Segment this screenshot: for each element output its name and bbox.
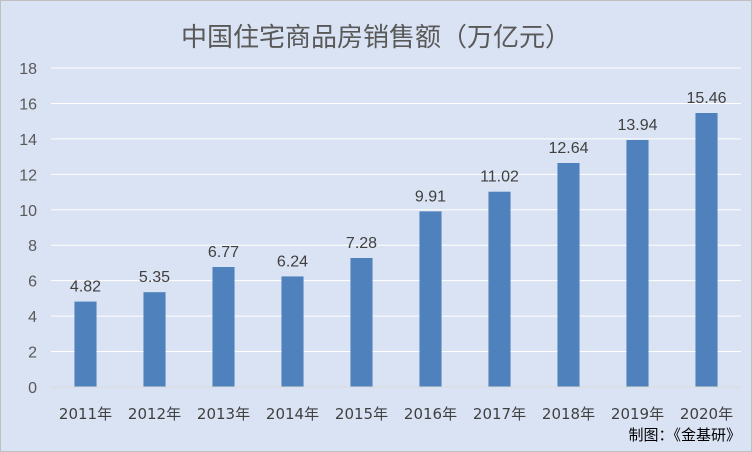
bar: [488, 191, 511, 387]
x-tick-label: 2012年: [128, 405, 181, 423]
bar: [695, 113, 718, 388]
y-tick-label: 14: [19, 132, 37, 149]
y-tick-label: 18: [19, 61, 37, 78]
chart-title: 中国住宅商品房销售额（万亿元）: [180, 23, 571, 53]
x-tick-label: 2016年: [404, 405, 457, 423]
data-label: 5.35: [139, 269, 170, 286]
y-tick-label: 8: [28, 238, 37, 255]
y-tick-label: 4: [28, 309, 37, 326]
y-axis-ticks: 0 2 4 6 8 10 12 14 16 18: [19, 61, 37, 397]
data-label: 15.46: [686, 90, 726, 107]
bar: [557, 162, 580, 387]
bar: [626, 139, 649, 387]
y-tick-label: 12: [19, 167, 37, 184]
x-tick-label: 2015年: [335, 405, 388, 423]
y-tick-label: 16: [19, 96, 37, 113]
x-tick-label: 2019年: [611, 405, 664, 423]
bar: [419, 211, 442, 387]
data-labels: 4.82 5.35 6.77 6.24 7.28 9.91 11.02 12.64 13.94 1…: [70, 90, 727, 296]
data-label: 6.24: [277, 253, 308, 270]
data-label: 9.91: [415, 188, 446, 205]
gridlines: [51, 67, 741, 353]
bar: [281, 276, 304, 387]
y-tick-label: 10: [19, 203, 37, 220]
data-label: 13.94: [617, 117, 657, 134]
data-label: 12.64: [548, 140, 588, 157]
x-tick-label: 2011年: [59, 405, 112, 423]
x-tick-label: 2020年: [680, 405, 733, 423]
data-label: 7.28: [346, 235, 377, 252]
y-tick-label: 2: [28, 345, 37, 362]
bar: [74, 301, 97, 387]
x-tick-label: 2013年: [197, 405, 250, 423]
x-axis-ticks: 2011年 2012年 2013年 2014年 2015年 2016年 2017年 2018年…: [59, 405, 733, 423]
x-tick-label: 2018年: [542, 405, 595, 423]
bars: [74, 113, 718, 388]
bar: [212, 267, 235, 387]
bar: [350, 257, 373, 387]
data-label: 11.02: [480, 169, 519, 186]
x-tick-label: 2017年: [473, 405, 526, 423]
x-tick-label: 2014年: [266, 405, 319, 423]
bar: [143, 292, 166, 387]
y-tick-label: 6: [28, 274, 37, 291]
y-tick-label: 0: [28, 380, 37, 397]
data-label: 4.82: [70, 279, 101, 296]
chart-credit: 制图：《金基研》: [628, 426, 741, 444]
data-label: 6.77: [208, 244, 239, 261]
